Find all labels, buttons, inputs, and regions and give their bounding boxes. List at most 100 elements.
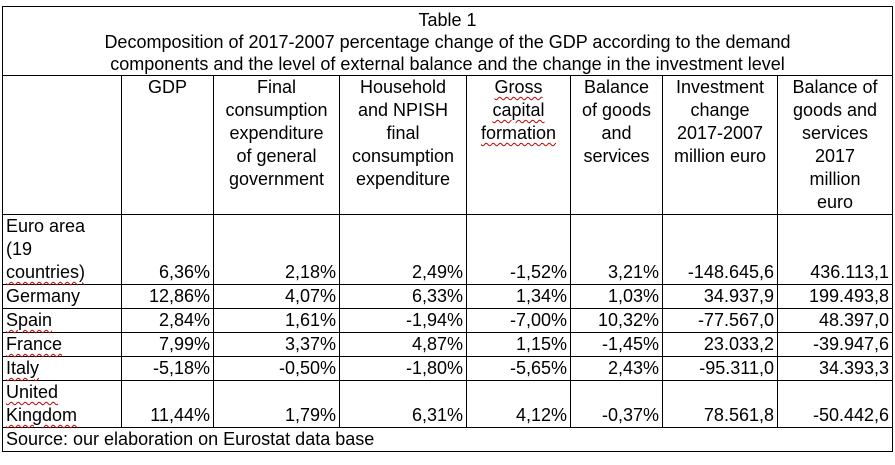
cell-gdp: -5,18% xyxy=(121,356,214,381)
row-country: Italy xyxy=(2,356,122,381)
column-header-gdp: GDP xyxy=(121,75,214,215)
column-header-line: expenditure xyxy=(355,169,451,189)
row-country-line: Italy xyxy=(6,358,40,378)
cell-gdp: 11,44% xyxy=(121,380,214,428)
column-header-line: and xyxy=(601,123,632,143)
cell-gdp: 12,86% xyxy=(121,284,214,309)
table-subtitle-line-2: components and the level of external bal… xyxy=(110,54,785,74)
row-country: Spain xyxy=(2,308,122,333)
cell-household-npish-consumption: -1,80% xyxy=(339,356,467,381)
table-row: Spain 2,84% 1,61% -1,94% -7,00% 10,32% -77.567… xyxy=(2,308,894,333)
row-country-line: France xyxy=(6,334,63,354)
row-country: United Kingdom xyxy=(2,380,122,428)
column-header-line: 2017 xyxy=(814,146,856,166)
column-header-final-consumption-government: Final consumption expenditure of general gov… xyxy=(213,75,340,215)
column-header-line: Investment xyxy=(675,77,765,97)
column-header-line: GDP xyxy=(147,77,187,97)
column-header-household-npish-consumption: Household and NPISH final consumption expend… xyxy=(339,75,467,215)
cell-balance-goods-services-2017: 436.113,1 xyxy=(776,214,894,285)
cell-gross-capital-formation: -7,00% xyxy=(466,308,571,333)
row-country: Euro area (19 countries) xyxy=(2,214,122,285)
column-header-line: Gross xyxy=(494,77,543,97)
column-header-balance-goods-services: Balance of goods and services xyxy=(570,75,663,215)
cell-household-npish-consumption: 6,31% xyxy=(339,380,467,428)
cell-balance-goods-services-2017: 34.393,3 xyxy=(776,356,894,381)
cell-investment-change: 34.937,9 xyxy=(662,284,778,309)
cell-balance-goods-services-2017: -50.442,6 xyxy=(776,380,894,428)
column-header-line: goods and xyxy=(792,100,878,120)
table-row: United Kingdom 11,44% 1,79% 6,31% 4,12% -0,37%… xyxy=(2,380,894,428)
cell-final-consumption-government: 1,61% xyxy=(213,308,340,333)
row-country-line: Kingdom xyxy=(6,405,78,425)
cell-gross-capital-formation: 1,15% xyxy=(466,332,571,357)
column-header-line: formation xyxy=(480,123,557,143)
column-header-line: 2017-2007 xyxy=(676,123,764,143)
cell-household-npish-consumption: -1,94% xyxy=(339,308,467,333)
cell-balance-goods-services: -1,45% xyxy=(570,332,663,357)
column-header-line: of general xyxy=(236,146,317,166)
column-header-line: and NPISH xyxy=(357,100,449,120)
cell-gross-capital-formation: -5,65% xyxy=(466,356,571,381)
cell-final-consumption-government: 3,37% xyxy=(213,332,340,357)
column-header-line: consumption xyxy=(225,100,328,120)
row-country: Germany xyxy=(2,284,122,309)
column-header-line: services xyxy=(802,123,869,143)
cell-gross-capital-formation: -1,52% xyxy=(466,214,571,285)
column-header-line: Final xyxy=(256,77,296,97)
column-header-line: services xyxy=(583,146,650,166)
cell-investment-change: -95.311,0 xyxy=(662,356,778,381)
row-country-line: Germany xyxy=(6,286,81,306)
cell-investment-change: 78.561,8 xyxy=(662,380,778,428)
column-header-line: euro xyxy=(816,192,854,212)
column-header-line: change xyxy=(690,100,750,120)
header-corner xyxy=(2,75,122,215)
row-country-line: countries) xyxy=(6,262,86,282)
cell-final-consumption-government: 1,79% xyxy=(213,380,340,428)
row-country-line: United xyxy=(6,382,59,402)
row-country-line: Spain xyxy=(6,310,53,330)
cell-gdp: 2,84% xyxy=(121,308,214,333)
cell-gross-capital-formation: 1,34% xyxy=(466,284,571,309)
cell-balance-goods-services-2017: -39.947,6 xyxy=(776,332,894,357)
table-title: Table 1 xyxy=(418,10,477,30)
header-row: GDP Final consumption expenditure of general… xyxy=(2,75,894,215)
column-header-line: million xyxy=(809,169,861,189)
table-body: Euro area (19 countries) 6,36% 2,18% 2,49% -1,… xyxy=(2,214,894,428)
column-header-line: government xyxy=(228,169,325,189)
cell-household-npish-consumption: 4,87% xyxy=(339,332,467,357)
column-header-investment-change: Investment change 2017-2007 million euro xyxy=(662,75,778,215)
column-header-line: Balance of xyxy=(792,77,878,97)
column-header-line: million euro xyxy=(673,146,767,166)
cell-investment-change: 23.033,2 xyxy=(662,332,778,357)
cell-balance-goods-services-2017: 48.397,0 xyxy=(776,308,894,333)
cell-final-consumption-government: 2,18% xyxy=(213,214,340,285)
column-header-gross-capital-formation: Gross capital formation xyxy=(466,75,571,215)
cell-balance-goods-services: 10,32% xyxy=(570,308,663,333)
column-header-line: capital xyxy=(492,100,545,120)
cell-balance-goods-services: -0,37% xyxy=(570,380,663,428)
source-note: Source: our elaboration on Eurostat data… xyxy=(1,427,894,452)
cell-investment-change: -77.567,0 xyxy=(662,308,778,333)
title-row: Table 1 Decomposition of 2017-2007 perce… xyxy=(1,6,894,76)
source-row: Source: our elaboration on Eurostat data… xyxy=(1,427,894,452)
table-row: Germany 12,86% 4,07% 6,33% 1,34% 1,03% 34.937,… xyxy=(2,284,894,309)
cell-balance-goods-services: 2,43% xyxy=(570,356,663,381)
table-title-cell: Table 1 Decomposition of 2017-2007 perce… xyxy=(1,6,894,76)
cell-gdp: 6,36% xyxy=(121,214,214,285)
cell-balance-goods-services: 1,03% xyxy=(570,284,663,309)
cell-household-npish-consumption: 2,49% xyxy=(339,214,467,285)
table-row: Italy -5,18% -0,50% -1,80% -5,65% 2,43% -95.31… xyxy=(2,356,894,381)
row-country-line: (19 xyxy=(6,239,33,259)
column-header-line: consumption xyxy=(351,146,455,166)
cell-final-consumption-government: 4,07% xyxy=(213,284,340,309)
cell-final-consumption-government: -0,50% xyxy=(213,356,340,381)
column-header-line: final xyxy=(386,123,420,143)
column-header-line: Household xyxy=(359,77,447,97)
cell-household-npish-consumption: 6,33% xyxy=(339,284,467,309)
column-header-line: of goods xyxy=(581,100,652,120)
cell-gross-capital-formation: 4,12% xyxy=(466,380,571,428)
column-header-balance-goods-services-2017: Balance of goods and services 2017 million eu… xyxy=(776,75,894,215)
cell-balance-goods-services: 3,21% xyxy=(570,214,663,285)
row-country-line: Euro area xyxy=(6,216,86,236)
